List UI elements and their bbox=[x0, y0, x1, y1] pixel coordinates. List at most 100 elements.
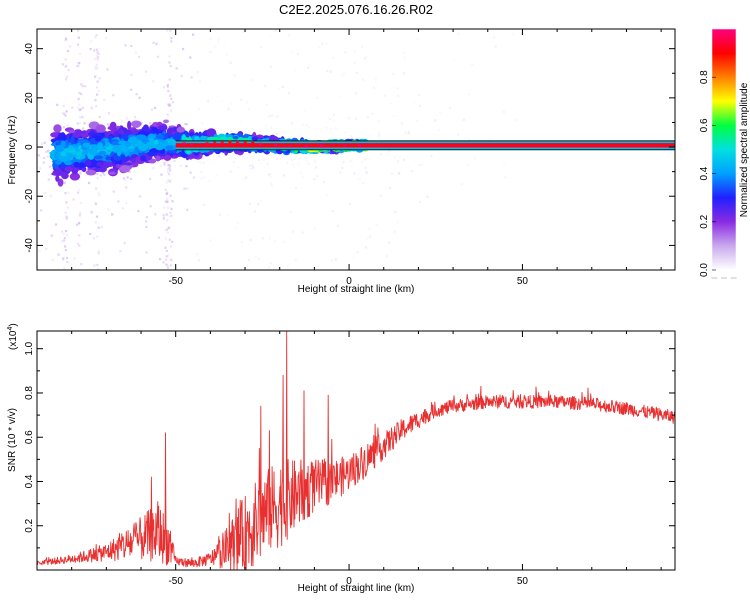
spectrogram-speckle bbox=[296, 153, 300, 156]
band-core bbox=[175, 143, 675, 148]
snr-y-tick-label: 0.6 bbox=[24, 430, 35, 444]
spectrogram-speckle bbox=[257, 257, 260, 260]
spectrogram-speckle bbox=[96, 51, 99, 54]
spectrogram-y-ticks: -40 -20 0 20 40 bbox=[24, 43, 675, 271]
spectrogram-speckle bbox=[208, 179, 211, 182]
spectrogram-speckle bbox=[397, 159, 400, 163]
spectrogram-speckle bbox=[162, 215, 165, 218]
spectrogram-speckle bbox=[167, 168, 170, 171]
spectrogram-blob bbox=[206, 128, 217, 138]
spectrogram-speckle bbox=[79, 116, 82, 119]
spectrogram-blob bbox=[176, 126, 185, 133]
spectrogram-speckle bbox=[261, 237, 264, 240]
spectrogram-speckle bbox=[196, 71, 199, 74]
spectrogram-speckle bbox=[54, 223, 58, 226]
spectrogram-speckle bbox=[237, 166, 240, 169]
spectrogram-speckle bbox=[253, 210, 257, 213]
spectrogram-blob bbox=[93, 155, 104, 160]
spectrogram-speckle bbox=[96, 56, 100, 59]
spectrogram-speckle bbox=[276, 158, 279, 161]
spectrogram-speckle bbox=[170, 207, 173, 210]
spectrogram-speckle bbox=[56, 103, 59, 106]
spectrogram-blob bbox=[108, 171, 117, 175]
spectrogram-speckle bbox=[62, 112, 66, 115]
spectrogram-speckle bbox=[305, 123, 308, 127]
spectrogram-speckle bbox=[313, 227, 316, 230]
spectrogram-speckle bbox=[106, 123, 109, 126]
spectrogram-speckle bbox=[64, 37, 68, 40]
spectrogram-speckle bbox=[325, 126, 328, 130]
spectrogram-speckle bbox=[418, 164, 421, 167]
spectrogram-speckle bbox=[166, 191, 169, 194]
spectrogram-blob bbox=[59, 155, 69, 162]
spectrogram-speckle bbox=[96, 172, 99, 175]
spectrogram-speckle bbox=[170, 214, 173, 217]
spectrogram-speckle bbox=[123, 179, 126, 182]
spectrogram-speckle bbox=[97, 250, 100, 253]
spectrogram-speckle bbox=[78, 62, 81, 65]
spectrogram-blob bbox=[165, 145, 174, 151]
spectrogram-speckle bbox=[301, 123, 305, 126]
spectrogram-speckle bbox=[331, 210, 334, 213]
spectrogram-speckle bbox=[308, 154, 311, 157]
spectrogram-speckle bbox=[286, 264, 289, 267]
spectrogram-speckle bbox=[78, 103, 81, 106]
ridge-peak bbox=[243, 141, 247, 144]
spectrogram-speckle bbox=[200, 170, 203, 174]
spectrogram-speckle bbox=[87, 181, 91, 185]
spectrogram-speckle bbox=[420, 163, 423, 167]
spectrogram-speckle bbox=[326, 69, 329, 72]
spectrogram-speckle bbox=[407, 130, 411, 133]
spectrogram-speckle bbox=[226, 214, 229, 217]
spectrogram-speckle bbox=[264, 84, 267, 88]
spectrogram-speckle bbox=[388, 186, 392, 190]
spectrogram-speckle bbox=[63, 245, 67, 248]
spectrogram-speckle bbox=[64, 58, 67, 61]
spectrogram-speckle bbox=[43, 156, 46, 160]
spectrogram-speckle bbox=[166, 200, 169, 203]
spectrogram-speckle bbox=[62, 258, 65, 261]
spectrogram-speckle bbox=[152, 41, 155, 44]
spectrogram-speckle bbox=[175, 67, 178, 70]
spectrogram-speckle bbox=[339, 171, 342, 174]
spectrogram-speckle bbox=[307, 162, 310, 165]
colorbar-tick-label: 0.2 bbox=[699, 214, 710, 228]
spectrogram-speckle bbox=[277, 87, 280, 90]
spectrogram-speckle bbox=[168, 238, 171, 241]
spectrogram-speckle bbox=[240, 98, 243, 101]
spectrogram-speckle bbox=[38, 249, 41, 252]
spectrogram-speckle bbox=[122, 177, 126, 180]
snr-x-tick-label: 50 bbox=[517, 576, 529, 587]
spectrogram-speckle bbox=[66, 233, 69, 237]
snr-x-tick-label: 0 bbox=[346, 576, 352, 587]
spectrogram-speckle bbox=[291, 51, 294, 54]
spectrogram-speckle bbox=[103, 173, 106, 176]
colorbar-tick-label: 0.8 bbox=[699, 70, 710, 84]
spectrogram-speckle bbox=[156, 55, 160, 58]
ridge-peak bbox=[251, 141, 255, 145]
spectrogram-speckle bbox=[289, 210, 292, 213]
spectrogram-speckle bbox=[63, 181, 66, 185]
spectrogram-speckle bbox=[328, 117, 331, 121]
spectrogram-speckle bbox=[98, 77, 101, 80]
spectrogram-blob bbox=[222, 136, 228, 142]
spectrogram-speckle bbox=[318, 46, 321, 49]
spectrogram-speckle bbox=[396, 87, 399, 90]
spectrogram-blob bbox=[94, 135, 102, 142]
spectrogram-speckle bbox=[363, 57, 366, 60]
spectrogram-speckle bbox=[342, 160, 345, 164]
spectrogram-speckle bbox=[217, 155, 220, 158]
spectrogram-speckle bbox=[169, 29, 172, 32]
spectrogram-speckle bbox=[502, 110, 505, 114]
spectrogram-speckle bbox=[270, 182, 273, 185]
spectrogram-speckle bbox=[201, 122, 204, 125]
spectrogram-speckle bbox=[81, 106, 84, 110]
spectrogram-speckle bbox=[227, 107, 230, 111]
spectrogram-speckle bbox=[282, 174, 285, 177]
spectrogram-speckle bbox=[325, 153, 328, 156]
spectrogram-blob bbox=[135, 134, 147, 140]
spectrogram-speckle bbox=[341, 166, 344, 169]
spectrogram-speckle bbox=[163, 163, 166, 166]
spectrogram-speckle bbox=[229, 61, 232, 64]
spectrogram-speckle bbox=[355, 117, 358, 120]
